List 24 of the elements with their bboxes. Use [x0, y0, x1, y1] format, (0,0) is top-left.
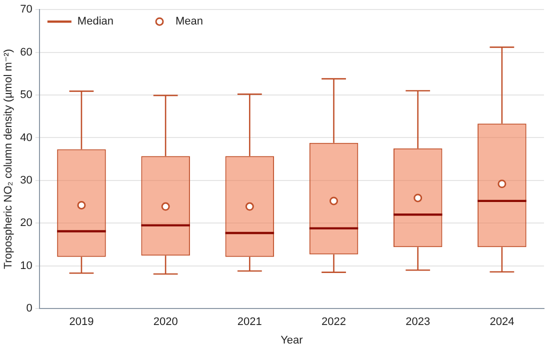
y-tick-label: 30 — [20, 174, 32, 186]
legend-label: Median — [77, 16, 114, 28]
y-tick-label: 20 — [20, 217, 32, 230]
x-axis-title: Year — [280, 334, 304, 346]
legend-label: Mean — [176, 16, 204, 28]
y-tick-label: 60 — [20, 46, 32, 58]
point — [498, 180, 506, 188]
y-tick-label: 70 — [20, 4, 32, 16]
x-tick-label: 2021 — [237, 316, 262, 328]
point — [245, 202, 254, 211]
y-tick-label: 40 — [20, 132, 32, 144]
point — [77, 200, 86, 210]
x-tick-label: 2024 — [490, 316, 514, 328]
point — [330, 196, 338, 206]
y-tick-label: 10 — [20, 260, 32, 272]
x-tick-label: 2020 — [153, 316, 178, 328]
y-tick-label: 50 — [20, 89, 32, 102]
x-tick-label: 2023 — [406, 316, 430, 328]
point — [414, 194, 422, 202]
point — [161, 202, 170, 211]
y-axis-title: Tropospheric NO₂ column density (µmol m⁻²) — [2, 49, 15, 270]
y-tick-label: 0 — [26, 302, 32, 315]
x-tick-label: 2022 — [322, 316, 346, 328]
x-tick-label: 2019 — [69, 316, 94, 328]
